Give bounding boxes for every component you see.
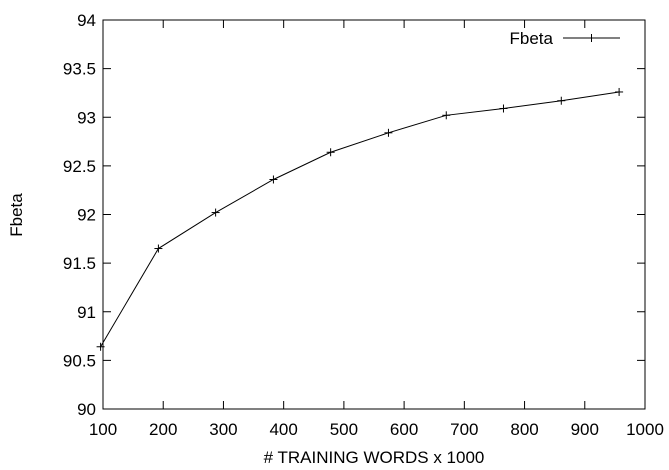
y-tick-label: 93.5 [63,60,96,79]
x-axis-label: # TRAINING WORDS x 1000 [264,448,485,467]
x-tick-label: 700 [450,420,478,439]
x-tick-label: 500 [330,420,358,439]
data-point [499,104,508,113]
data-point [384,128,393,137]
y-tick-label: 92 [77,206,96,225]
data-point [326,148,335,157]
data-point [615,87,624,96]
series-layer [96,87,624,351]
x-tick-label: 900 [571,420,599,439]
y-tick-label: 94 [77,11,96,30]
y-tick-label: 91 [77,303,96,322]
x-tick-label: 300 [209,420,237,439]
data-point [211,208,220,217]
series-line [100,91,620,348]
y-tick-label: 90.5 [63,351,96,370]
plot-frame [102,19,646,410]
data-point [96,342,105,351]
x-tick-label: 800 [510,420,538,439]
y-tick-label: 92.5 [63,157,96,176]
x-tick-label: 600 [390,420,418,439]
data-point [154,244,163,253]
data-point [557,96,566,105]
data-point [269,175,278,184]
y-tick-label: 93 [77,108,96,127]
y-tick-label: 90 [77,400,96,419]
x-tick-label: 1000 [626,420,664,439]
data-point [442,111,451,120]
y-axis-label: Fbeta [7,193,26,237]
legend: Fbeta [510,29,620,48]
y-axis-ticks: 90 90.5 91 91.5 92 92.5 93 93.5 94 [63,11,645,419]
legend-label: Fbeta [510,29,554,48]
x-tick-label: 200 [149,420,177,439]
y-tick-label: 91.5 [63,254,96,273]
x-tick-label: 100 [89,420,117,439]
x-axis-ticks: 100 200 300 400 500 600 700 800 900 1000 [89,20,664,439]
x-tick-label: 400 [269,420,297,439]
